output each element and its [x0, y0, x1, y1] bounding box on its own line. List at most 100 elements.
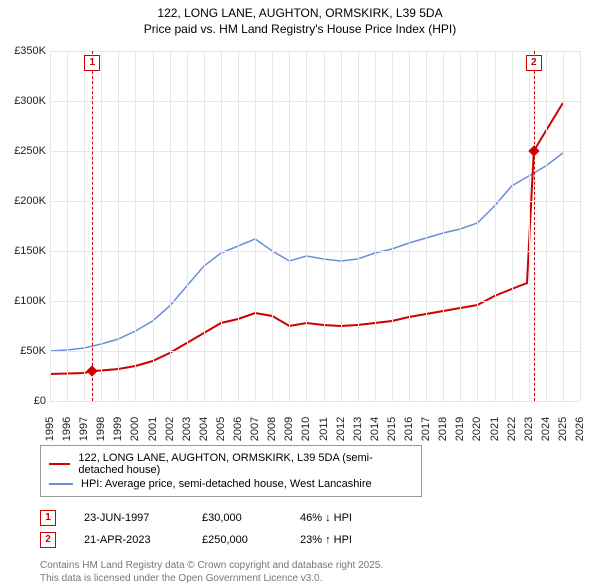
x-tick-label: 2005: [215, 417, 227, 441]
plot-region: £0£50K£100K£150K£200K£250K£300K£350K1995…: [50, 51, 580, 402]
x-gridline: [341, 51, 342, 401]
info-date: 23-JUN-1997: [84, 512, 174, 524]
y-tick-label: £50K: [0, 345, 46, 357]
legend-label: 122, LONG LANE, AUGHTON, ORMSKIRK, L39 5…: [78, 452, 413, 476]
x-tick-label: 2006: [232, 417, 244, 441]
x-tick-label: 2002: [164, 417, 176, 441]
legend-swatch: [49, 483, 73, 485]
y-gridline: [50, 351, 580, 352]
x-gridline: [135, 51, 136, 401]
x-gridline: [460, 51, 461, 401]
legend-box: 122, LONG LANE, AUGHTON, ORMSKIRK, L39 5…: [40, 445, 422, 497]
x-tick-label: 2001: [147, 417, 159, 441]
info-row: 1 23-JUN-1997 £30,000 46% ↓ HPI: [40, 507, 560, 529]
y-gridline: [50, 251, 580, 252]
x-gridline: [512, 51, 513, 401]
info-price: £250,000: [202, 534, 272, 546]
footnote: Contains HM Land Registry data © Crown c…: [40, 559, 560, 585]
x-gridline: [563, 51, 564, 401]
y-gridline: [50, 301, 580, 302]
flag-marker: 1: [84, 55, 100, 71]
x-gridline: [443, 51, 444, 401]
x-tick-label: 2017: [420, 417, 432, 441]
x-gridline: [255, 51, 256, 401]
x-tick-label: 2012: [335, 417, 347, 441]
x-tick-label: 2015: [386, 417, 398, 441]
legend-label: HPI: Average price, semi-detached house,…: [81, 478, 372, 490]
x-tick-label: 1997: [78, 417, 90, 441]
x-gridline: [306, 51, 307, 401]
title-line-1: 122, LONG LANE, AUGHTON, ORMSKIRK, L39 5…: [0, 6, 600, 22]
y-tick-label: £0: [0, 395, 46, 407]
legend-row: HPI: Average price, semi-detached house,…: [49, 477, 413, 491]
x-tick-label: 2008: [266, 417, 278, 441]
x-tick-label: 2023: [523, 417, 535, 441]
x-tick-label: 1999: [112, 417, 124, 441]
info-price: £30,000: [202, 512, 272, 524]
x-tick-label: 2022: [506, 417, 518, 441]
y-tick-label: £200K: [0, 195, 46, 207]
y-gridline: [50, 151, 580, 152]
x-tick-label: 2010: [300, 417, 312, 441]
x-tick-label: 2026: [574, 417, 586, 441]
x-gridline: [67, 51, 68, 401]
legend-swatch: [49, 463, 70, 465]
x-gridline: [324, 51, 325, 401]
x-tick-label: 2013: [352, 417, 364, 441]
x-tick-label: 2019: [454, 417, 466, 441]
info-rows: 1 23-JUN-1997 £30,000 46% ↓ HPI 2 21-APR-2023…: [40, 507, 560, 551]
x-tick-label: 2007: [249, 417, 261, 441]
info-delta: 23% ↑ HPI: [300, 534, 352, 546]
flag-marker: 2: [526, 55, 542, 71]
x-tick-label: 2014: [369, 417, 381, 441]
info-date: 21-APR-2023: [84, 534, 174, 546]
x-gridline: [84, 51, 85, 401]
x-tick-label: 2018: [437, 417, 449, 441]
y-gridline: [50, 201, 580, 202]
x-gridline: [546, 51, 547, 401]
x-gridline: [153, 51, 154, 401]
x-gridline: [477, 51, 478, 401]
y-gridline: [50, 101, 580, 102]
y-tick-label: £250K: [0, 145, 46, 157]
x-tick-label: 2004: [198, 417, 210, 441]
x-gridline: [170, 51, 171, 401]
y-tick-label: £150K: [0, 245, 46, 257]
title-line-2: Price paid vs. HM Land Registry's House …: [0, 22, 600, 38]
x-tick-label: 2003: [181, 417, 193, 441]
chart-area: £0£50K£100K£150K£200K£250K£300K£350K1995…: [50, 51, 580, 401]
info-flag: 2: [40, 532, 56, 548]
x-tick-label: 2009: [283, 417, 295, 441]
x-tick-label: 2000: [129, 417, 141, 441]
y-tick-label: £300K: [0, 95, 46, 107]
x-tick-label: 2024: [540, 417, 552, 441]
x-gridline: [118, 51, 119, 401]
x-gridline: [375, 51, 376, 401]
info-delta: 46% ↓ HPI: [300, 512, 352, 524]
chart-svg: [50, 51, 580, 401]
x-gridline: [187, 51, 188, 401]
flag-line: [534, 51, 535, 401]
footnote-line-2: This data is licensed under the Open Gov…: [40, 572, 560, 585]
flag-line: [92, 51, 93, 401]
x-gridline: [495, 51, 496, 401]
x-tick-label: 2021: [489, 417, 501, 441]
x-gridline: [580, 51, 581, 401]
x-tick-label: 1998: [95, 417, 107, 441]
x-gridline: [358, 51, 359, 401]
info-flag: 1: [40, 510, 56, 526]
y-tick-label: £100K: [0, 295, 46, 307]
x-tick-label: 2016: [403, 417, 415, 441]
x-gridline: [238, 51, 239, 401]
x-gridline: [289, 51, 290, 401]
x-tick-label: 1995: [44, 417, 56, 441]
y-tick-label: £350K: [0, 45, 46, 57]
x-gridline: [272, 51, 273, 401]
x-gridline: [204, 51, 205, 401]
info-row: 2 21-APR-2023 £250,000 23% ↑ HPI: [40, 529, 560, 551]
x-tick-label: 1996: [61, 417, 73, 441]
x-gridline: [409, 51, 410, 401]
x-gridline: [221, 51, 222, 401]
x-gridline: [392, 51, 393, 401]
x-gridline: [50, 51, 51, 401]
